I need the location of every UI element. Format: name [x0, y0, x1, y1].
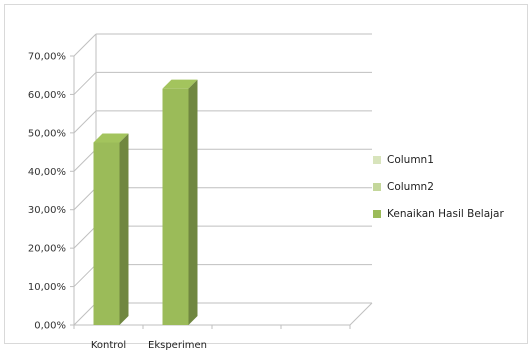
- gridline-side: [73, 302, 97, 326]
- legend-item: Kenaikan Hasil Belajar: [373, 208, 504, 220]
- y-tick-label: 50,00%: [28, 128, 66, 139]
- legend-label: Kenaikan Hasil Belajar: [387, 208, 504, 220]
- y-tick-label: 70,00%: [28, 52, 66, 63]
- y-tick-label: 30,00%: [28, 205, 66, 216]
- legend-item: Column2: [373, 181, 434, 193]
- bar-top-face: [93, 133, 129, 143]
- legend-swatch: [373, 210, 381, 218]
- category-label: Eksperimen: [148, 340, 207, 351]
- y-axis-ticks: 0,00% 10,00% 20,00% 30,00% 40,00% 50,00% 60,00…: [28, 52, 74, 332]
- legend-swatch: [373, 183, 381, 191]
- y-tick-label: 60,00%: [28, 90, 66, 101]
- y-tick-label: 20,00%: [28, 244, 66, 255]
- bar-top-face: [162, 79, 198, 89]
- legend-swatch: [373, 156, 381, 164]
- gridline-side: [73, 110, 97, 134]
- y-tick-label: 10,00%: [28, 282, 66, 293]
- bar-side-face: [119, 133, 129, 325]
- gridline-side: [73, 33, 97, 57]
- category-label: Kontrol: [91, 340, 126, 351]
- floor-right-edge: [349, 302, 373, 326]
- category-labels: Kontrol Eksperimen: [91, 340, 207, 351]
- gridline-side: [73, 72, 97, 95]
- gridline-side: [73, 148, 97, 172]
- bar-kontrol: [93, 133, 129, 325]
- gridlines: [73, 33, 372, 326]
- bar-front-face: [162, 88, 189, 326]
- legend-item: Column1: [373, 154, 434, 166]
- gridline-side: [73, 264, 97, 287]
- bar-side-face: [188, 79, 198, 326]
- legend-label: Column1: [387, 154, 434, 166]
- chart-frame: [4, 4, 528, 344]
- bar-eksperimen: [162, 79, 198, 326]
- bars: [93, 79, 198, 326]
- y-tick-label: 40,00%: [28, 167, 66, 178]
- gridline-side: [73, 187, 97, 211]
- bar-front-face: [93, 142, 120, 325]
- legend-label: Column2: [387, 181, 434, 193]
- y-tick-label: 0,00%: [34, 321, 66, 332]
- gridline-side: [73, 225, 97, 249]
